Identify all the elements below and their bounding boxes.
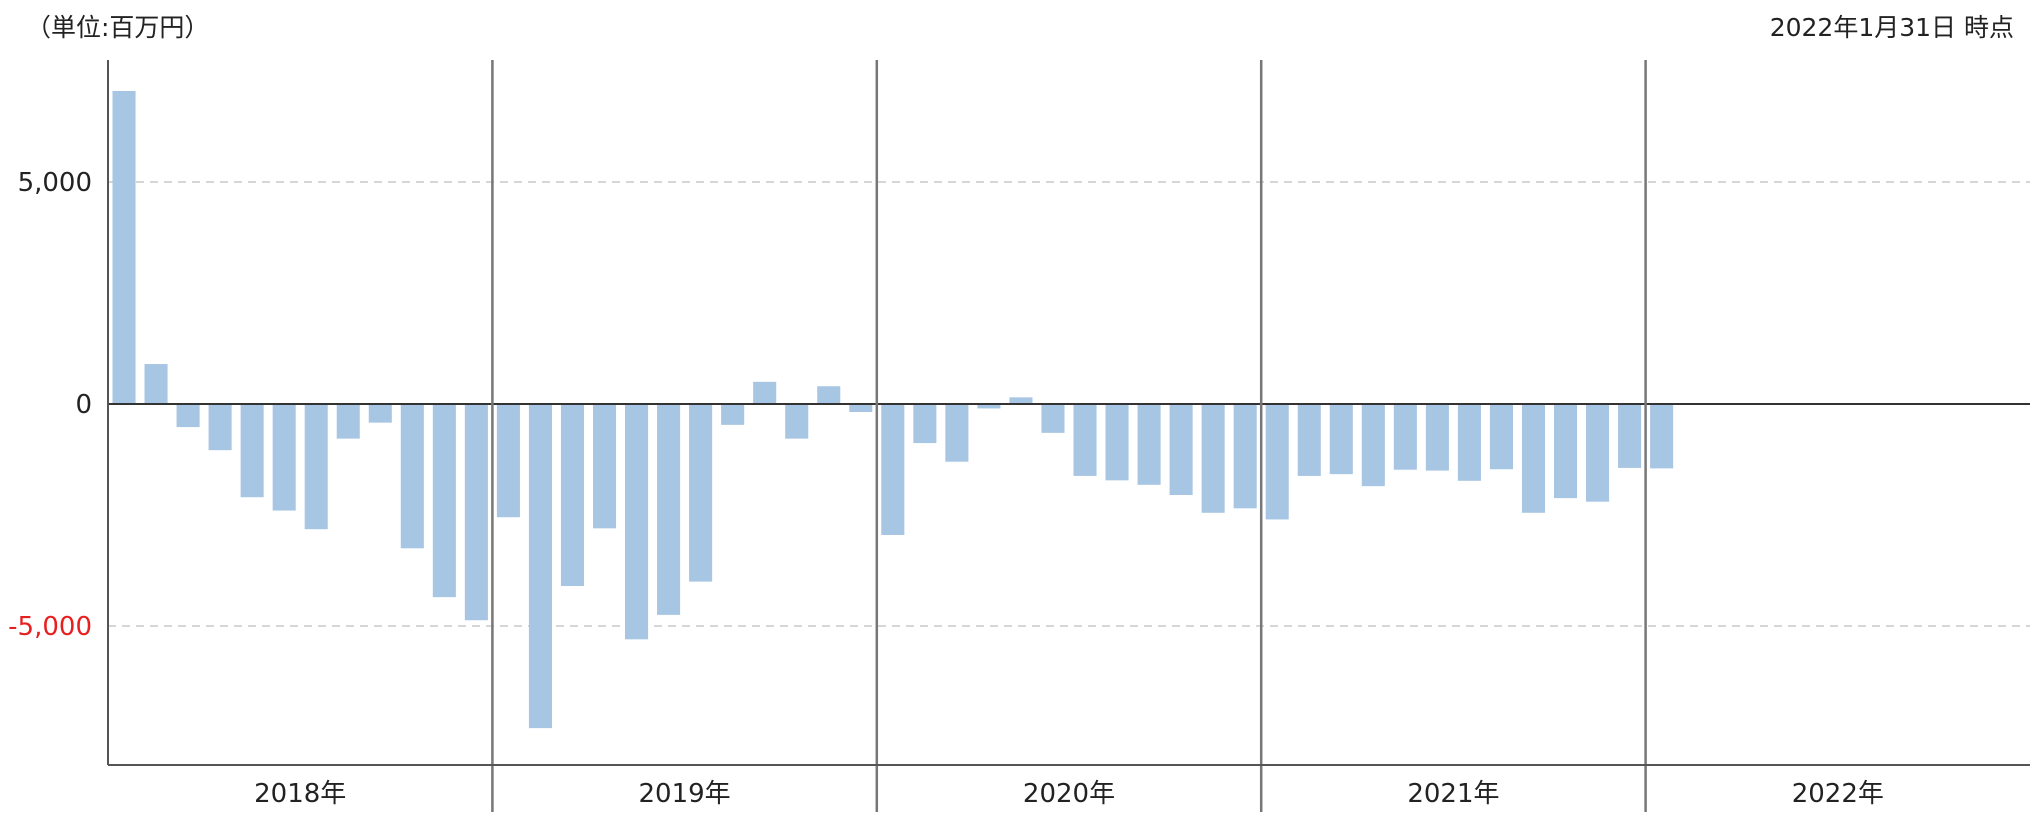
bar — [1329, 404, 1353, 475]
bar — [400, 404, 424, 549]
x-year-label: 2021年 — [1407, 779, 1499, 809]
bar — [721, 404, 745, 425]
bar — [1650, 404, 1674, 469]
bar — [625, 404, 649, 640]
bar — [592, 404, 617, 529]
bar — [1265, 404, 1289, 520]
bar — [1073, 404, 1097, 476]
bar — [689, 404, 713, 582]
x-year-label: 2019年 — [639, 779, 731, 809]
y-tick-label: 5,000 — [18, 168, 92, 198]
bar — [432, 404, 456, 598]
bar — [753, 381, 777, 404]
bar — [817, 386, 841, 404]
bar — [1137, 404, 1161, 485]
bar — [112, 90, 136, 404]
bar — [1521, 404, 1546, 513]
bar — [1553, 404, 1578, 499]
bar — [785, 404, 809, 439]
x-year-label: 2020年 — [1023, 779, 1115, 809]
bar — [1201, 404, 1225, 513]
bar — [1009, 397, 1033, 404]
bar — [1169, 404, 1193, 496]
y-tick-label: -5,000 — [8, 612, 92, 642]
bar — [913, 404, 937, 444]
bar — [1105, 404, 1129, 481]
bar — [144, 364, 168, 404]
bar — [945, 404, 969, 462]
bar — [176, 404, 200, 428]
as-of-date: 2022年1月31日 時点 — [1769, 13, 2014, 42]
bar — [1457, 404, 1481, 481]
unit-label: （単位:百万円） — [26, 13, 210, 42]
bar — [496, 404, 520, 518]
bar — [208, 404, 232, 451]
bar — [1586, 404, 1610, 502]
bar — [272, 404, 296, 511]
bar — [1393, 404, 1417, 470]
bar — [240, 404, 264, 498]
x-year-label: 2018年 — [254, 779, 346, 809]
bar — [849, 404, 873, 412]
bar — [560, 404, 585, 587]
bar — [464, 404, 488, 621]
bar — [1489, 404, 1513, 470]
bar — [368, 404, 392, 423]
bar — [528, 404, 552, 729]
bar — [1618, 404, 1642, 468]
bar — [1361, 404, 1385, 487]
bar — [1425, 404, 1449, 471]
bar — [977, 404, 1001, 409]
bar — [881, 404, 905, 535]
bar — [1041, 404, 1065, 433]
x-year-label: 2022年 — [1792, 779, 1884, 809]
bar — [1297, 404, 1321, 476]
bar — [1233, 404, 1257, 509]
bar — [304, 404, 328, 530]
bar — [657, 404, 681, 615]
y-tick-label: 0 — [75, 390, 92, 420]
bar — [336, 404, 360, 439]
